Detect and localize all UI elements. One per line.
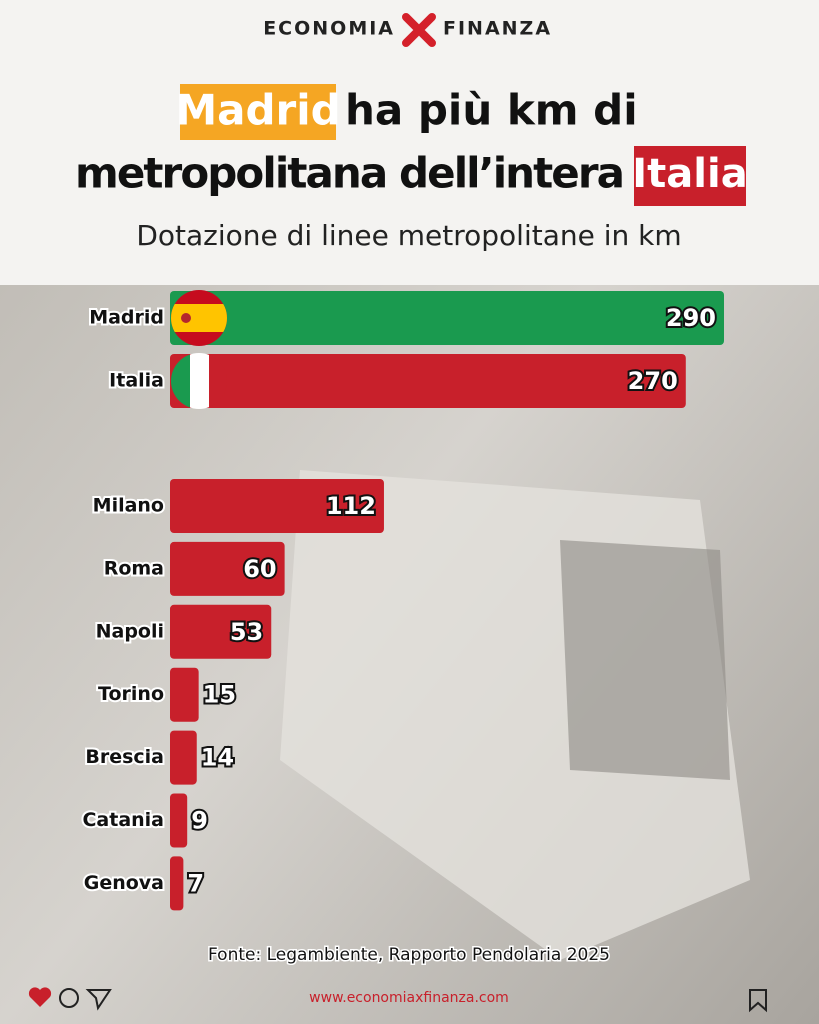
title-highlight [180, 84, 336, 140]
brand-right: FINANZA [443, 18, 552, 40]
category-label: Napoli [96, 620, 164, 642]
category-label: Genova [84, 872, 164, 894]
bar [170, 541, 285, 596]
value-label: 60 [243, 555, 276, 583]
title-part: Madrid [175, 86, 340, 135]
brand-left: ECONOMIA [263, 18, 395, 40]
bar [170, 479, 384, 533]
category-label: Italia [109, 370, 164, 392]
category-label: Roma [104, 557, 164, 579]
bar [170, 354, 686, 408]
source: Fonte: Legambiente, Rapporto Pendolaria … [208, 945, 610, 965]
bars: Madrid 290 Italia 270 Milano 112 Roma 60 Napoli 5… [80, 291, 724, 911]
category-label: Milano [93, 495, 164, 517]
bar [170, 730, 197, 785]
value-label: 15 [203, 681, 236, 709]
bar [170, 793, 188, 848]
subtitle: Dotazione di linee metropolitane in km [136, 219, 681, 252]
website-url[interactable]: www.economiaxfinanza.com [309, 990, 509, 1006]
header-background [0, 0, 819, 285]
value-label: 7 [187, 869, 204, 897]
bar [170, 667, 199, 722]
train-front [560, 540, 730, 780]
value-label: 112 [326, 492, 376, 520]
value-label: 290 [666, 304, 716, 332]
comment-icon[interactable] [59, 988, 79, 1008]
value-label: 53 [230, 618, 263, 646]
flag-italy [171, 353, 227, 409]
brand-x [402, 13, 436, 47]
title-part: metropolitana dell’intera [75, 149, 625, 198]
value-label: 14 [201, 744, 234, 772]
title-part: ha più km di [345, 86, 638, 135]
share-icon[interactable] [85, 989, 112, 1011]
like-icon[interactable] [28, 987, 52, 1007]
category-label: Torino [98, 683, 164, 705]
bookmark-icon[interactable] [749, 989, 767, 1013]
category-label: Madrid [89, 307, 164, 329]
title-highlight [634, 146, 746, 206]
flag-spain [171, 290, 227, 346]
bar [170, 604, 272, 659]
value-label: 270 [628, 367, 678, 395]
category-label: Brescia [85, 746, 164, 768]
title-part: Italia [632, 151, 747, 197]
category-label: Catania [82, 809, 164, 831]
bar [170, 291, 724, 345]
bar [170, 856, 184, 911]
value-label: 9 [191, 807, 208, 835]
